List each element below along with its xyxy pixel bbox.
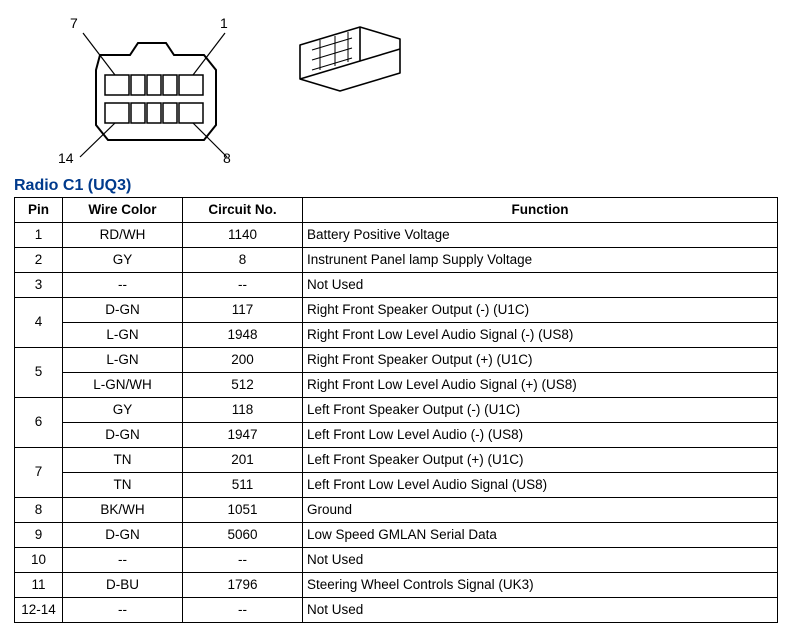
cell-circuit: 1948 (183, 323, 303, 348)
table-row: 12-14----Not Used (15, 598, 778, 623)
table-row: 2GY8Instrunent Panel lamp Supply Voltage (15, 248, 778, 273)
cell-color: -- (63, 273, 183, 298)
cell-pin: 4 (15, 298, 63, 348)
cell-function: Left Front Low Level Audio (-) (US8) (303, 423, 778, 448)
cell-color: -- (63, 598, 183, 623)
cell-color: GY (63, 398, 183, 423)
cell-color: TN (63, 448, 183, 473)
table-row: D-GN1947Left Front Low Level Audio (-) (… (15, 423, 778, 448)
cell-function: Ground (303, 498, 778, 523)
cell-function: Right Front Speaker Output (+) (U1C) (303, 348, 778, 373)
cell-function: Right Front Speaker Output (-) (U1C) (303, 298, 778, 323)
cell-pin: 6 (15, 398, 63, 448)
cell-pin: 2 (15, 248, 63, 273)
cell-function: Left Front Speaker Output (+) (U1C) (303, 448, 778, 473)
table-row: 4D-GN117Right Front Speaker Output (-) (… (15, 298, 778, 323)
connector-isometric-icon (290, 15, 410, 95)
cell-color: D-GN (63, 523, 183, 548)
cell-color: BK/WH (63, 498, 183, 523)
cell-color: L-GN/WH (63, 373, 183, 398)
cell-circuit: 512 (183, 373, 303, 398)
cell-function: Not Used (303, 548, 778, 573)
pinout-table: Pin Wire Color Circuit No. Function 1RD/… (14, 197, 778, 623)
col-function: Function (303, 198, 778, 223)
cell-pin: 10 (15, 548, 63, 573)
cell-pin: 11 (15, 573, 63, 598)
cell-color: GY (63, 248, 183, 273)
cell-circuit: 118 (183, 398, 303, 423)
cell-circuit: 1796 (183, 573, 303, 598)
table-title: Radio C1 (UQ3) (14, 177, 790, 195)
table-row: L-GN/WH512Right Front Low Level Audio Si… (15, 373, 778, 398)
table-row: L-GN1948Right Front Low Level Audio Sign… (15, 323, 778, 348)
cell-circuit: 511 (183, 473, 303, 498)
table-row: 6GY118Left Front Speaker Output (-) (U1C… (15, 398, 778, 423)
cell-circuit: 117 (183, 298, 303, 323)
table-row: 11D-BU1796Steering Wheel Controls Signal… (15, 573, 778, 598)
cell-color: D-GN (63, 423, 183, 448)
cell-pin: 3 (15, 273, 63, 298)
cell-function: Low Speed GMLAN Serial Data (303, 523, 778, 548)
cell-pin: 7 (15, 448, 63, 498)
cell-circuit: -- (183, 548, 303, 573)
cell-pin: 1 (15, 223, 63, 248)
cell-function: Instrunent Panel lamp Supply Voltage (303, 248, 778, 273)
cell-circuit: 5060 (183, 523, 303, 548)
col-color: Wire Color (63, 198, 183, 223)
cell-function: Right Front Low Level Audio Signal (-) (… (303, 323, 778, 348)
cell-function: Left Front Speaker Output (-) (U1C) (303, 398, 778, 423)
cell-function: Steering Wheel Controls Signal (UK3) (303, 573, 778, 598)
cell-circuit: 1140 (183, 223, 303, 248)
table-row: 7TN201Left Front Speaker Output (+) (U1C… (15, 448, 778, 473)
cell-function: Not Used (303, 273, 778, 298)
cell-function: Left Front Low Level Audio Signal (US8) (303, 473, 778, 498)
connector-diagram: 1 7 8 14 (10, 10, 790, 175)
table-header-row: Pin Wire Color Circuit No. Function (15, 198, 778, 223)
cell-color: D-BU (63, 573, 183, 598)
table-row: 9D-GN5060Low Speed GMLAN Serial Data (15, 523, 778, 548)
cell-function: Right Front Low Level Audio Signal (+) (… (303, 373, 778, 398)
cell-circuit: -- (183, 598, 303, 623)
cell-color: -- (63, 548, 183, 573)
cell-circuit: 201 (183, 448, 303, 473)
table-row: 3----Not Used (15, 273, 778, 298)
cell-function: Battery Positive Voltage (303, 223, 778, 248)
cell-pin: 12-14 (15, 598, 63, 623)
cell-color: RD/WH (63, 223, 183, 248)
col-circuit: Circuit No. (183, 198, 303, 223)
table-row: 10----Not Used (15, 548, 778, 573)
cell-circuit: -- (183, 273, 303, 298)
cell-color: L-GN (63, 348, 183, 373)
cell-color: L-GN (63, 323, 183, 348)
col-pin: Pin (15, 198, 63, 223)
cell-pin: 9 (15, 523, 63, 548)
cell-color: TN (63, 473, 183, 498)
cell-circuit: 1947 (183, 423, 303, 448)
cell-pin: 5 (15, 348, 63, 398)
table-row: 8BK/WH1051Ground (15, 498, 778, 523)
cell-circuit: 8 (183, 248, 303, 273)
table-row: TN511Left Front Low Level Audio Signal (… (15, 473, 778, 498)
cell-pin: 8 (15, 498, 63, 523)
cell-function: Not Used (303, 598, 778, 623)
table-row: 1RD/WH1140Battery Positive Voltage (15, 223, 778, 248)
cell-circuit: 200 (183, 348, 303, 373)
connector-front-view-icon (65, 25, 240, 165)
cell-color: D-GN (63, 298, 183, 323)
cell-circuit: 1051 (183, 498, 303, 523)
table-row: 5L-GN200Right Front Speaker Output (+) (… (15, 348, 778, 373)
